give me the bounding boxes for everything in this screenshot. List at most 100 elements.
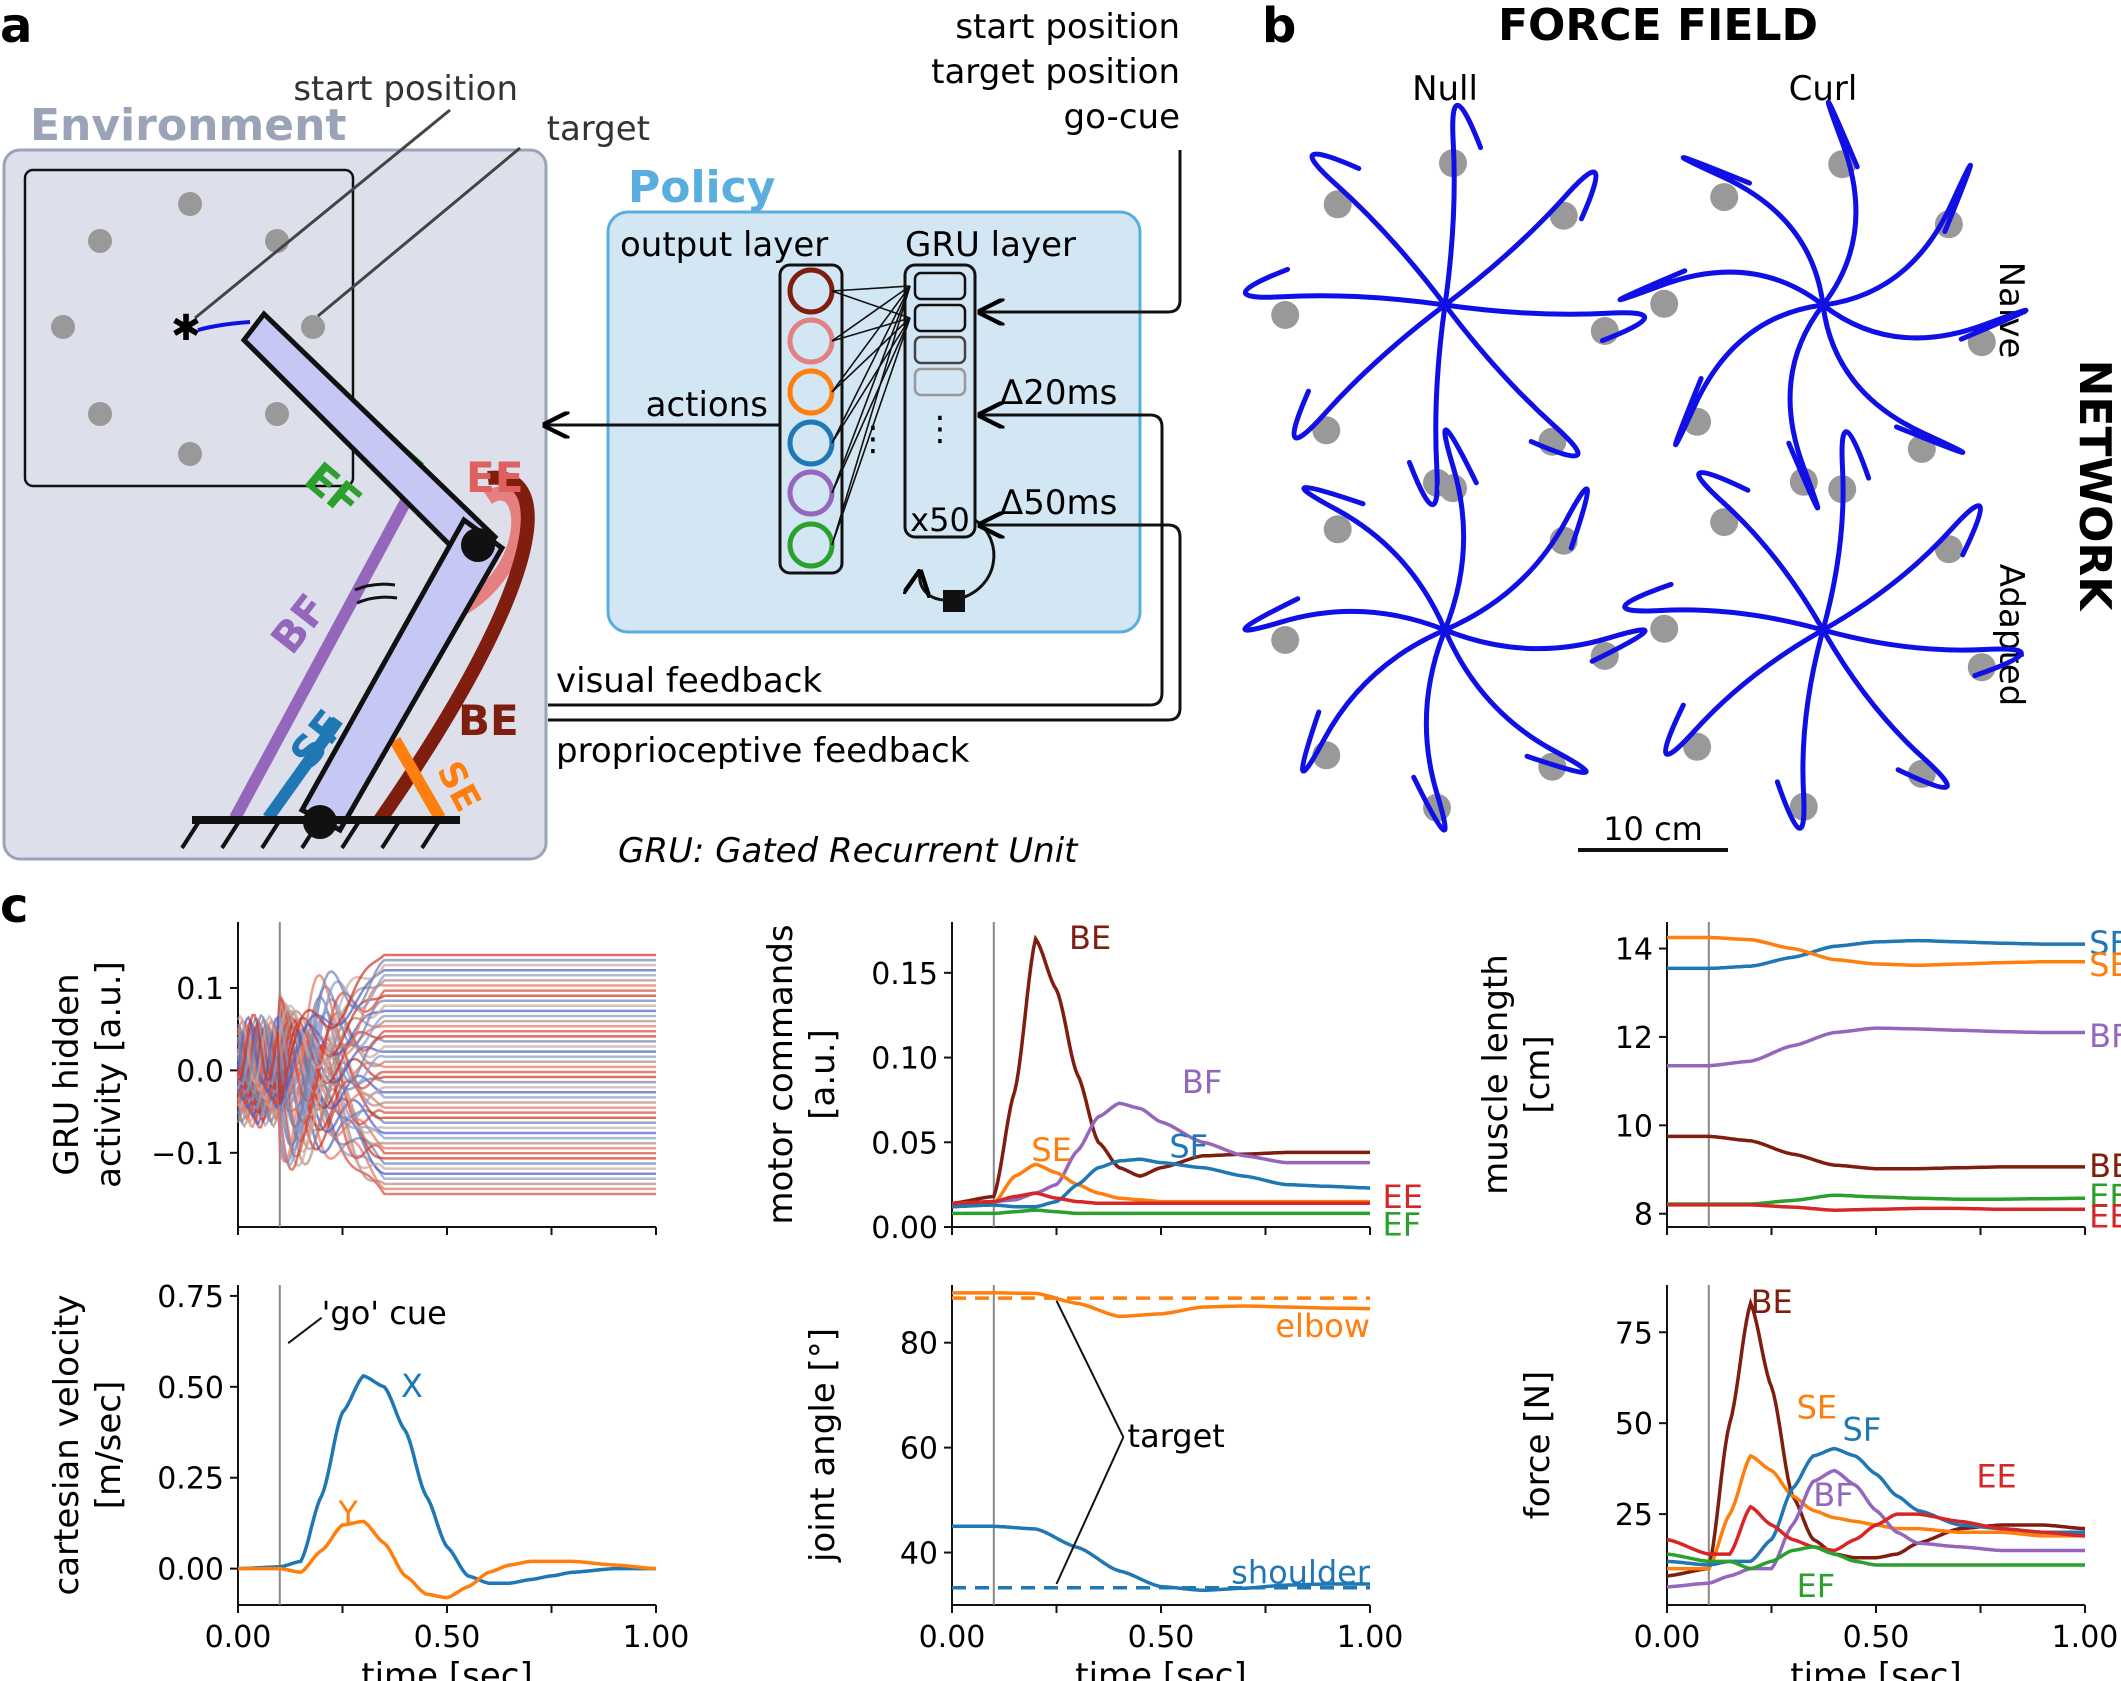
series-label-ef: EF (2089, 1177, 2121, 1215)
x-tick-label: 1.00 (623, 1620, 690, 1655)
scale-bar-label: 10 cm (1603, 810, 1703, 848)
reach-trajectory (1242, 596, 1448, 633)
y-tick-label: 0.10 (871, 1042, 938, 1077)
reach-trajectory (1696, 470, 1826, 633)
target-pointer-shoulder (1055, 1436, 1125, 1585)
reach-trajectory (1820, 302, 1966, 455)
row-adapted: Adapted (1991, 564, 2031, 707)
target-dot (1650, 289, 1679, 318)
target-callout: target (547, 109, 650, 149)
proprio-feedback-arrow (548, 525, 1182, 722)
series-label-x: X (401, 1367, 423, 1405)
reach-trajectory (1820, 162, 1973, 308)
column-null: Null (1412, 69, 1478, 109)
trajectory-panel-0 (1243, 103, 1647, 507)
series-label-bf: BF (1182, 1063, 1222, 1101)
series-label-sf: SF (1169, 1127, 1208, 1165)
target-dot (1650, 614, 1679, 643)
gru-layer-label: GRU layer (905, 225, 1076, 265)
series-label-se: SE (1797, 1389, 1838, 1427)
y-tick-label: 0.00 (157, 1553, 224, 1588)
hidden-unit-trace (236, 1024, 656, 1105)
reach-trajectory (1300, 627, 1448, 774)
series-line-ef (1666, 1545, 2085, 1571)
hidden-unit-trace (236, 979, 656, 1087)
y-axis-label: GRU hidden (47, 973, 87, 1175)
reach-trajectory (1673, 302, 1826, 448)
target-dot (1710, 508, 1739, 537)
y-tick-label: 80 (900, 1327, 938, 1362)
target-dot (1710, 183, 1739, 212)
hidden-unit-trace (236, 1004, 656, 1124)
force-field-title: FORCE FIELD (1498, 0, 1818, 51)
y-axis-label-line2: [m/sec] (89, 1381, 129, 1509)
series-line-bf (1666, 1468, 2085, 1589)
reach-trajectory (1820, 429, 1872, 633)
series-label-y: Y (337, 1494, 358, 1532)
input-target-position: target position (931, 52, 1180, 92)
y-tick-label: 0.75 (157, 1280, 224, 1315)
output-layer-box (778, 263, 844, 575)
y-tick-label: 10 (1615, 1109, 1653, 1144)
y-tick-label: 0.05 (871, 1126, 938, 1161)
reach-trajectory (1622, 581, 1826, 633)
y-tick-label: 25 (1615, 1498, 1653, 1533)
series-line-ee (1666, 1504, 2086, 1556)
y-tick-label: 0.25 (157, 1462, 224, 1497)
column-curl: Curl (1789, 69, 1858, 109)
reach-trajectory (1291, 302, 1448, 441)
hand-marker: ✱ (171, 308, 201, 349)
gru-layer-box (903, 263, 977, 539)
chart-motor-commands: 0.15 0.10 0.05 0.00 motor commands [a.u.] BE BF… (761, 919, 1423, 1246)
hidden-unit-trace (236, 992, 656, 1117)
series-label-ee: EE (2089, 1197, 2121, 1235)
y-tick-label: 40 (900, 1537, 938, 1572)
y-tick-label: 0.15 (871, 957, 938, 992)
series-line-ee (951, 1191, 1370, 1206)
target-dot (1683, 732, 1712, 761)
reach-trajectory (1820, 627, 1950, 790)
series-line-bf (1667, 1026, 2085, 1068)
series-line-be (1667, 1134, 2085, 1171)
series-label-be: BE (1751, 1283, 1793, 1321)
chart-force: 75 50 25 0.00 0.50 1.00 time [sec] force [N] BE S… (1518, 1283, 2118, 1681)
reach-trajectory (1301, 485, 1448, 633)
series-line-sf (1667, 938, 2085, 971)
series-line-ef (952, 1208, 1370, 1216)
delay-proprio-label: Δ50ms (1000, 483, 1117, 523)
reach-trajectory (1442, 302, 1647, 344)
series-label-ef: EF (1383, 1205, 1422, 1243)
target-dot (1323, 190, 1352, 219)
reach-trajectory (1774, 627, 1826, 831)
target-dot (1271, 626, 1300, 654)
series-line-sf (1666, 1446, 2085, 1567)
series-line-ef (1667, 1193, 2085, 1206)
y-axis-label-line2: [cm] (1518, 1035, 1558, 1113)
x50-label: x50 (910, 501, 970, 539)
y-tick-label: −0.1 (151, 1137, 224, 1172)
go-cue-pointer (287, 1316, 323, 1344)
panel-letter-a: a (0, 0, 32, 54)
series-label-bf: BF (1813, 1476, 1853, 1514)
visual-feedback-arrow (548, 415, 1164, 707)
network-label: NETWORK (2069, 360, 2120, 613)
series-line-y (238, 1519, 657, 1600)
series-label-be: BE (1069, 919, 1111, 957)
hidden-unit-trace (237, 992, 656, 1151)
series-label-ee: EE (1976, 1458, 2016, 1496)
reach-trajectory (1617, 268, 1826, 308)
output-layer-label: output layer (620, 225, 828, 265)
hidden-unit-trace (236, 997, 656, 1137)
hidden-unit-trace (236, 1005, 656, 1186)
start-position-callout: start position (293, 69, 518, 109)
gru-units (913, 271, 967, 397)
ellipsis-gru: ⋮ (923, 409, 957, 449)
connections (831, 285, 911, 546)
target-dot (1271, 301, 1300, 329)
series-label-sf: SF (2089, 924, 2121, 962)
reach-trajectory (1442, 302, 1581, 459)
hidden-unit-trace (236, 985, 656, 1147)
series-line-bf (951, 1101, 1370, 1207)
hidden-unit-trace (236, 958, 656, 1129)
